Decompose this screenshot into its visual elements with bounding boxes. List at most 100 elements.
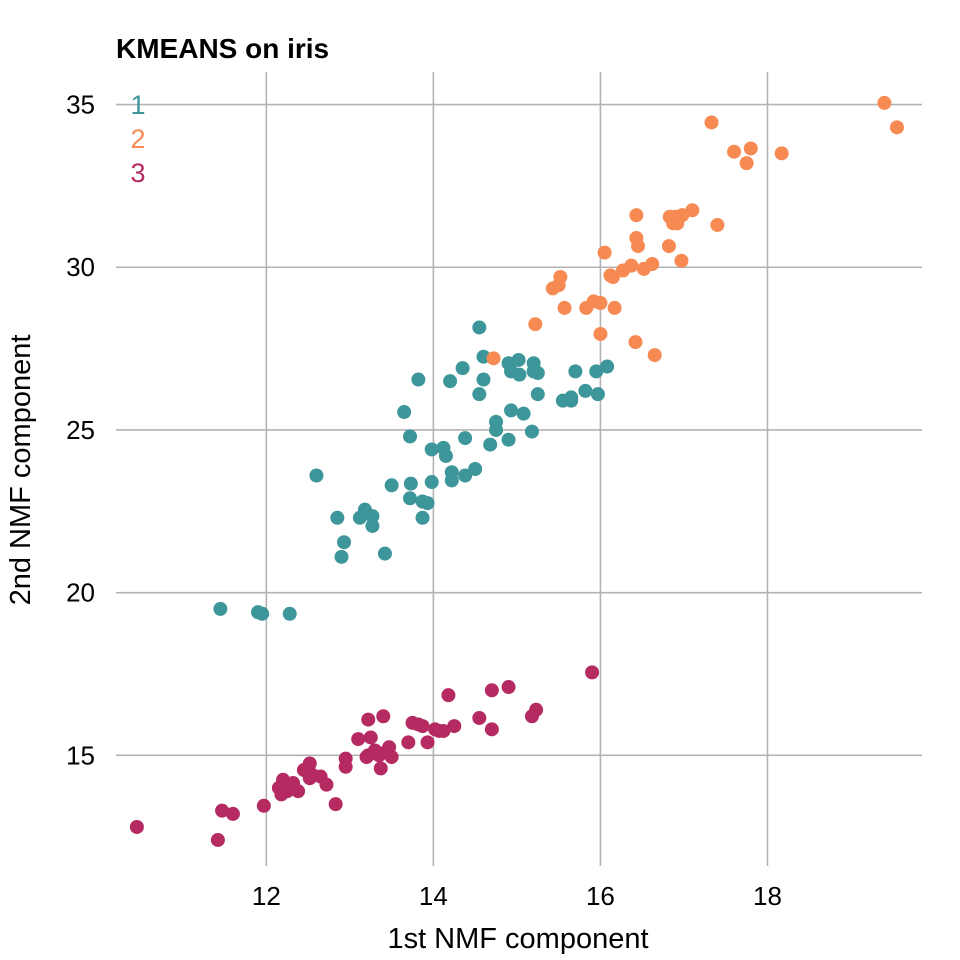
data-point — [553, 270, 568, 285]
data-point — [468, 462, 483, 476]
data-point — [363, 730, 378, 745]
data-point — [210, 832, 225, 847]
data-point — [403, 476, 418, 491]
data-point — [674, 253, 689, 268]
data-point — [889, 120, 904, 135]
data-point — [661, 239, 676, 254]
data-point — [438, 448, 453, 463]
data-point — [685, 203, 700, 218]
y-tick-label: 20 — [66, 578, 95, 608]
series-3 — [129, 665, 600, 847]
data-point — [282, 606, 297, 621]
x-tick-label: 14 — [419, 881, 448, 911]
data-point — [629, 208, 644, 223]
data-point — [444, 473, 459, 488]
data-point — [605, 270, 620, 285]
data-point — [384, 478, 399, 493]
data-point — [334, 549, 349, 564]
x-axis-label: 1st NMF component — [387, 923, 648, 955]
data-point — [631, 239, 646, 254]
data-point — [376, 709, 391, 724]
data-point — [647, 348, 662, 363]
legend-entry-2: 2 — [130, 124, 145, 154]
data-point — [645, 256, 660, 271]
data-point — [472, 710, 487, 725]
data-point — [415, 719, 430, 734]
chart-title: KMEANS on iris — [116, 33, 329, 64]
data-point — [403, 491, 418, 506]
data-point — [420, 735, 435, 750]
data-point — [628, 335, 643, 350]
series-1 — [213, 320, 615, 621]
data-point — [411, 372, 426, 387]
data-point — [529, 702, 544, 717]
x-axis-ticks: 12 14 16 18 — [252, 881, 782, 911]
data-point — [319, 777, 334, 792]
data-point — [424, 475, 439, 490]
y-axis-ticks: 15 20 25 30 35 — [66, 90, 95, 771]
data-point — [384, 749, 399, 764]
data-points — [129, 95, 904, 847]
data-point — [403, 429, 418, 444]
data-point — [727, 144, 742, 159]
data-point — [455, 361, 470, 376]
data-point — [578, 383, 593, 398]
data-point — [338, 751, 353, 766]
data-point — [436, 723, 451, 738]
legend-entry-1: 1 — [130, 90, 145, 120]
data-point — [377, 546, 392, 561]
data-point — [472, 320, 487, 335]
data-point — [607, 300, 622, 315]
data-point — [447, 719, 462, 734]
legend: 1 2 3 — [130, 90, 145, 188]
data-point — [351, 732, 366, 747]
data-point — [585, 665, 600, 680]
data-point — [458, 431, 473, 446]
data-point — [302, 756, 317, 771]
x-tick-label: 16 — [586, 881, 615, 911]
y-axis-label: 2nd NMF component — [5, 335, 37, 606]
data-point — [365, 509, 380, 524]
data-point — [743, 141, 758, 156]
data-point — [330, 510, 345, 525]
data-point — [484, 683, 499, 698]
data-point — [516, 406, 531, 421]
data-point — [483, 437, 498, 452]
y-tick-label: 15 — [66, 740, 95, 770]
data-point — [291, 784, 306, 799]
y-tick-label: 30 — [66, 252, 95, 282]
data-point — [129, 819, 144, 834]
data-point — [557, 300, 572, 315]
data-point — [215, 803, 230, 818]
data-point — [593, 326, 608, 341]
data-point — [373, 761, 388, 776]
data-point — [528, 317, 543, 332]
data-point — [501, 680, 516, 695]
data-point — [524, 424, 539, 439]
data-point — [704, 115, 719, 130]
data-point — [600, 359, 615, 374]
data-point — [225, 806, 240, 821]
data-point — [361, 712, 376, 727]
data-point — [489, 422, 504, 437]
data-point — [424, 442, 439, 457]
data-point — [589, 364, 604, 379]
data-point — [710, 217, 725, 232]
data-point — [568, 364, 583, 379]
data-point — [564, 390, 579, 405]
data-point — [256, 798, 271, 813]
series-2 — [486, 95, 904, 366]
data-point — [458, 468, 473, 483]
data-point — [739, 156, 754, 171]
data-point — [530, 387, 545, 402]
data-point — [328, 797, 343, 812]
data-point — [365, 518, 380, 533]
x-tick-label: 18 — [753, 881, 782, 911]
y-tick-label: 35 — [66, 90, 95, 120]
y-tick-label: 25 — [66, 415, 95, 445]
data-point — [255, 606, 270, 621]
data-point — [877, 95, 892, 110]
data-point — [530, 366, 545, 381]
data-point — [213, 601, 228, 616]
